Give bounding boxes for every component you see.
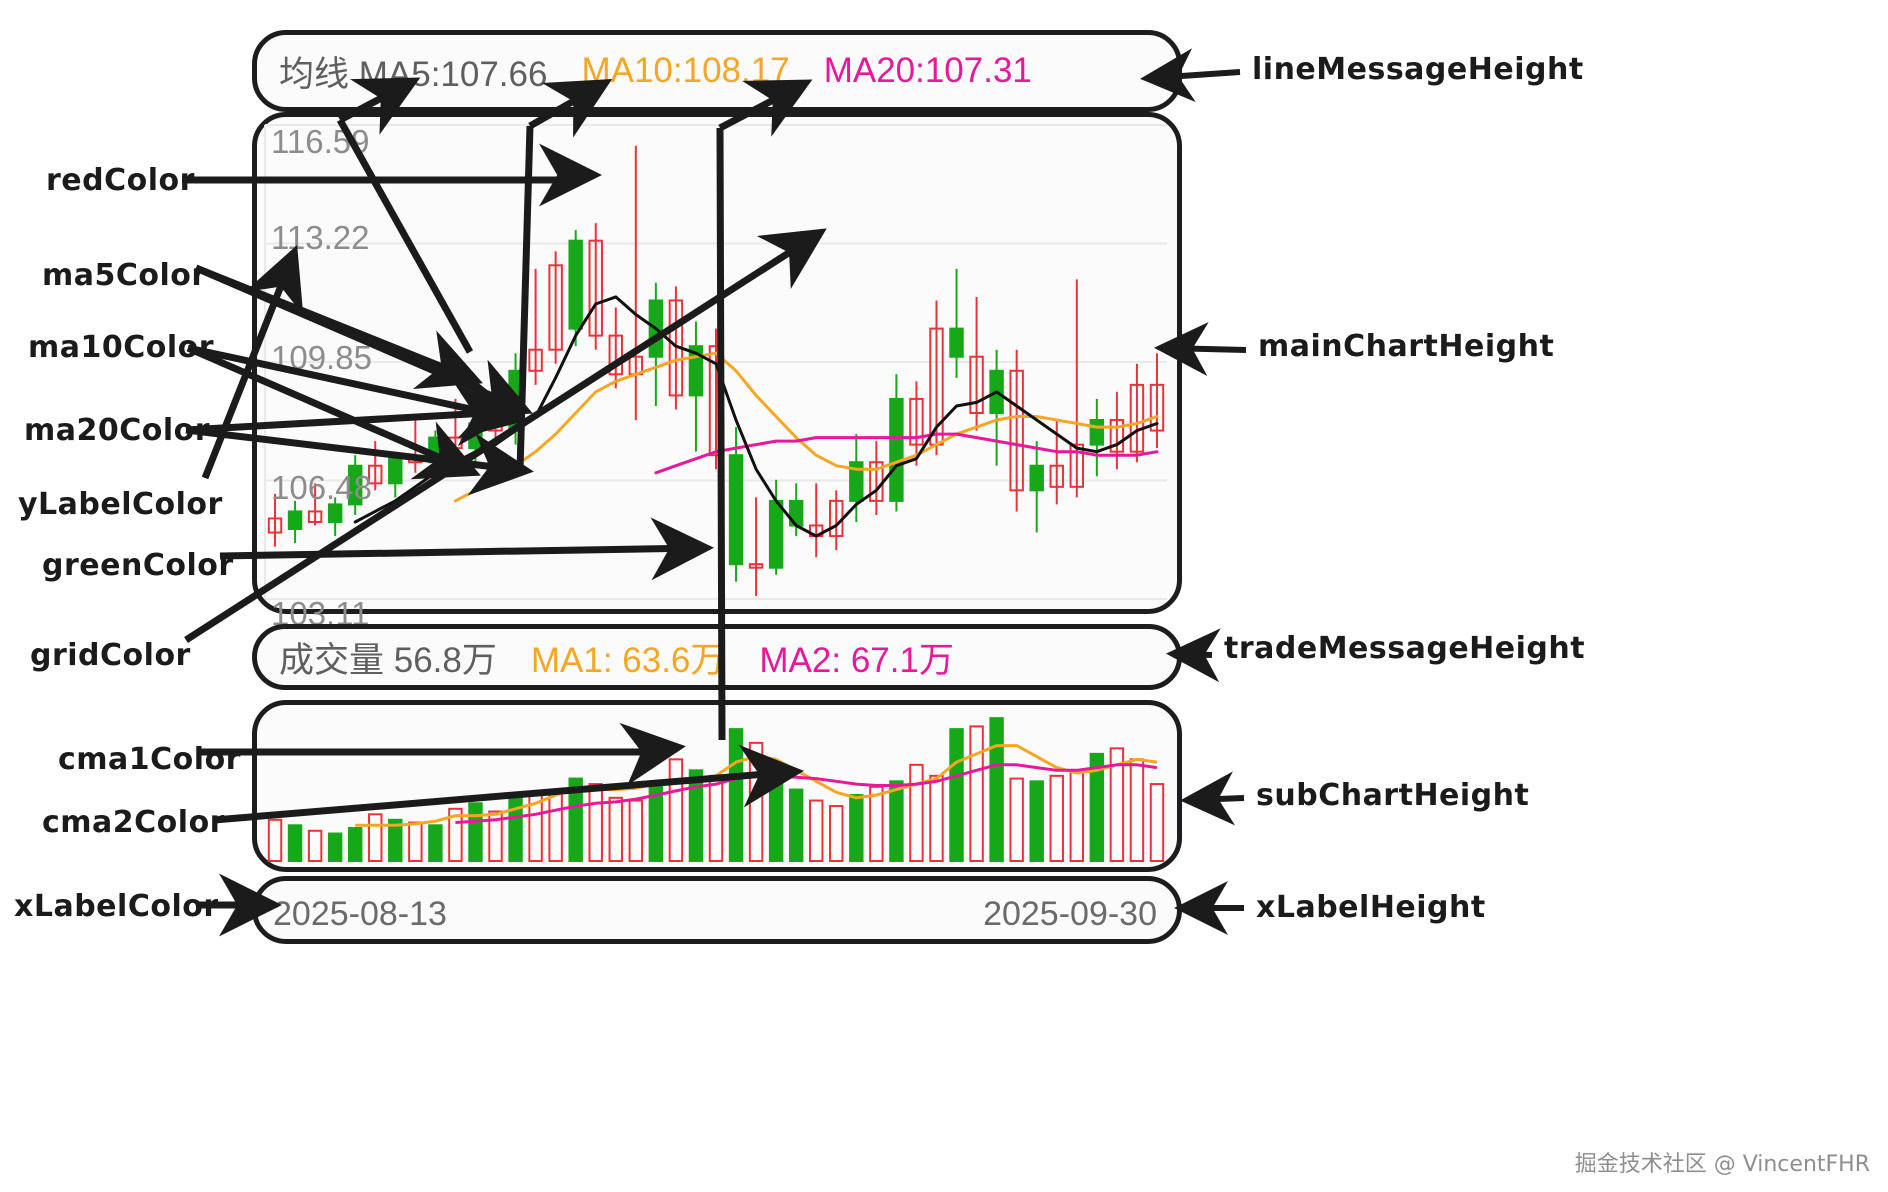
- watermark: 掘金技术社区 @ VincentFHR: [1574, 1152, 1870, 1177]
- candlestick-svg: [264, 124, 1167, 600]
- main-chart-canvas[interactable]: [257, 117, 1177, 609]
- annotation-mainChartHeight: mainChartHeight: [1258, 329, 1555, 364]
- volume-svg: [267, 717, 1165, 863]
- y-label-2: 109.85: [271, 339, 372, 376]
- line-message-ma10: MA10:108.17: [581, 51, 790, 90]
- trade-message-row: 成交量 56.8万 MA1: 63.6万 MA2: 67.1万: [257, 629, 1177, 685]
- annotation-cma1Color: cma1Color: [58, 742, 241, 777]
- annotation-ma10Color: ma10Color: [28, 330, 215, 365]
- main-chart-panel[interactable]: 116.59 113.22 109.85 106.48 103.11: [252, 112, 1182, 632]
- trade-message-ma1: MA1: 63.6万: [530, 640, 726, 680]
- y-label-0: 116.59: [271, 123, 370, 160]
- y-label-1: 113.22: [271, 219, 370, 256]
- annotation-cma2Color: cma2Color: [42, 805, 225, 840]
- y-label-3: 106.48: [271, 469, 372, 506]
- annotation-yLabelColor: yLabelColor: [18, 487, 223, 522]
- annotation-tradeMessageHeight: tradeMessageHeight: [1224, 631, 1586, 666]
- annotation-greenColor: greenColor: [42, 548, 234, 583]
- annotation-lineMessageHeight: lineMessageHeight: [1252, 52, 1584, 87]
- line-message-ma20: MA20:107.31: [823, 51, 1032, 90]
- trade-message-title: 成交量 56.8万: [279, 640, 497, 680]
- trade-message-panel: 成交量 56.8万 MA1: 63.6万 MA2: 67.1万: [252, 624, 1182, 690]
- x-label-start: 2025-08-13: [273, 895, 447, 933]
- volume-chart-canvas[interactable]: [257, 705, 1177, 867]
- x-label-panel: 2025-08-13 2025-09-30: [252, 876, 1182, 944]
- annotation-ma5Color: ma5Color: [42, 258, 207, 293]
- sub-chart-panel[interactable]: [252, 700, 1182, 872]
- annotation-xLabelColor: xLabelColor: [14, 889, 219, 924]
- x-label-end: 2025-09-30: [983, 895, 1157, 933]
- annotation-subChartHeight: subChartHeight: [1256, 778, 1530, 813]
- line-message-row: 均线 MA5:107.66 MA10:108.17 MA20:107.31: [257, 35, 1177, 107]
- trade-message-ma2: MA2: 67.1万: [759, 640, 954, 680]
- annotation-gridColor: gridColor: [30, 638, 191, 673]
- annotation-redColor: redColor: [46, 163, 195, 198]
- annotation-ma20Color: ma20Color: [24, 413, 211, 448]
- line-message-panel: 均线 MA5:107.66 MA10:108.17 MA20:107.31: [252, 30, 1182, 112]
- annotation-xLabelHeight: xLabelHeight: [1256, 890, 1486, 925]
- line-message-title: 均线 MA5:107.66: [279, 54, 548, 94]
